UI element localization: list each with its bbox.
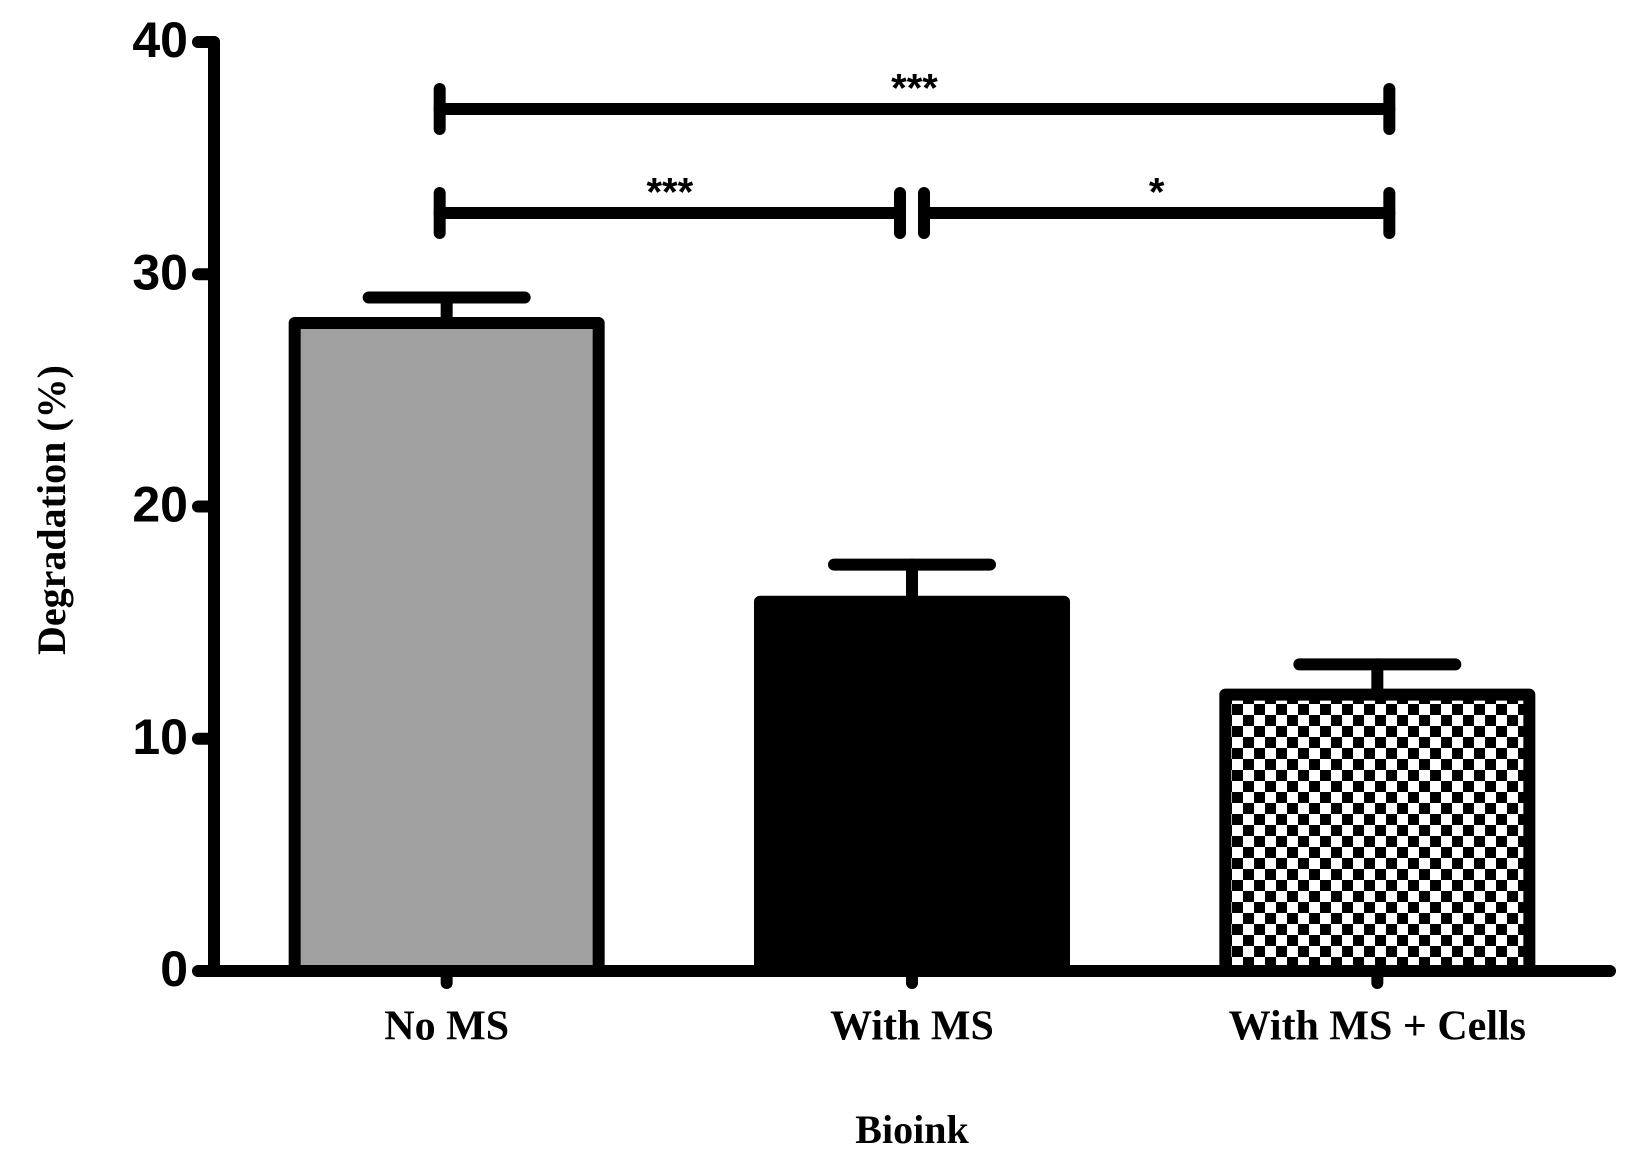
x-tick-label: With MS <box>830 1004 994 1050</box>
y-axis-title: Degradation (%) <box>29 365 74 655</box>
x-axis-title: Bioink <box>855 1107 969 1152</box>
bar <box>1219 688 1536 977</box>
y-tick-label: 0 <box>160 941 188 997</box>
significance-label: *** <box>646 171 693 215</box>
x-tick-label: With MS + Cells <box>1229 1004 1526 1050</box>
bar <box>754 595 1070 977</box>
y-tick-label: 10 <box>132 709 188 765</box>
y-tick-label: 40 <box>132 12 188 68</box>
significance-label: * <box>1149 171 1165 215</box>
y-tick-label: 20 <box>132 477 188 533</box>
x-tick-label: No MS <box>384 1004 509 1050</box>
significance-label: *** <box>891 67 938 111</box>
y-tick-label: 30 <box>132 244 188 300</box>
bar <box>288 317 605 977</box>
